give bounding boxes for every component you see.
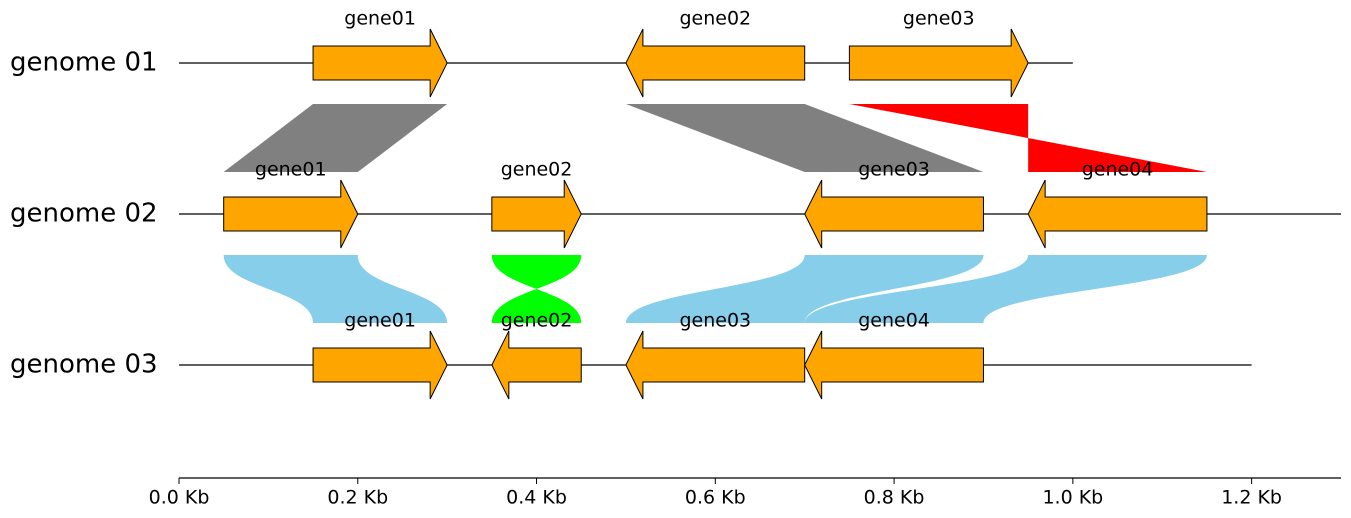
x-tick-label: 0.0 Kb <box>149 487 210 509</box>
link <box>804 255 1207 323</box>
gene-label: gene03 <box>858 159 930 181</box>
gene <box>223 179 359 249</box>
gene-label: gene03 <box>903 8 975 30</box>
link <box>625 255 984 323</box>
gene <box>1027 179 1208 249</box>
link <box>491 255 582 323</box>
gene <box>804 330 984 400</box>
gene <box>804 179 984 249</box>
gene-label: gene02 <box>679 8 751 30</box>
link <box>223 104 448 172</box>
gene <box>848 28 1029 98</box>
link <box>625 104 984 172</box>
gene <box>491 179 582 249</box>
gene <box>491 330 582 400</box>
gene-label: gene04 <box>1082 159 1154 181</box>
x-tick-label: 0.6 Kb <box>685 487 746 509</box>
x-tick-label: 1.0 Kb <box>1042 487 1103 509</box>
gene-label: gene01 <box>255 159 327 181</box>
gene <box>625 28 806 98</box>
track-name: genome 02 <box>10 199 158 229</box>
gene-label: gene04 <box>858 310 930 332</box>
gene-label: gene01 <box>344 8 416 30</box>
gene-label: gene02 <box>501 310 573 332</box>
link <box>223 255 448 323</box>
gene-label: gene01 <box>344 310 416 332</box>
x-tick-label: 1.2 Kb <box>1221 487 1282 509</box>
gene-label: gene03 <box>679 310 751 332</box>
x-tick-label: 0.4 Kb <box>506 487 567 509</box>
gene <box>625 330 806 400</box>
gene-label: gene02 <box>501 159 573 181</box>
gene <box>312 28 448 98</box>
link <box>849 104 1207 172</box>
track-name: genome 03 <box>10 350 158 380</box>
track-name: genome 01 <box>10 48 158 78</box>
x-tick-label: 0.8 Kb <box>864 487 925 509</box>
gene <box>312 330 448 400</box>
x-tick-label: 0.2 Kb <box>327 487 388 509</box>
